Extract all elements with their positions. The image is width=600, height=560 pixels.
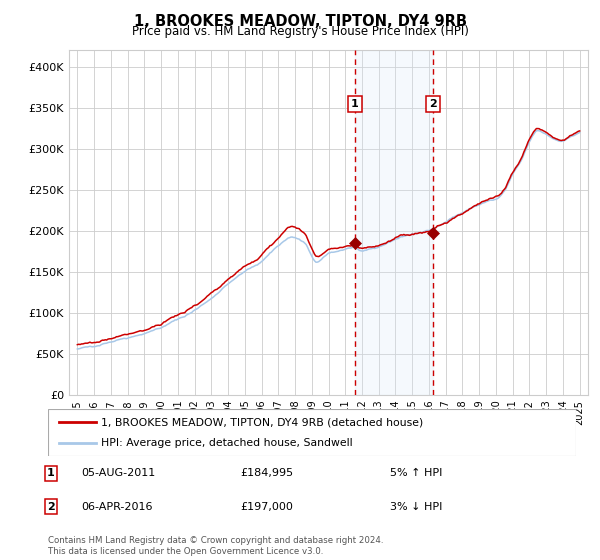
Text: 1: 1 — [351, 99, 359, 109]
Text: Price paid vs. HM Land Registry's House Price Index (HPI): Price paid vs. HM Land Registry's House … — [131, 25, 469, 38]
Bar — [355, 50, 433, 395]
Text: £197,000: £197,000 — [240, 502, 293, 512]
Text: 3% ↓ HPI: 3% ↓ HPI — [390, 502, 442, 512]
Text: 5% ↑ HPI: 5% ↑ HPI — [390, 468, 442, 478]
Text: 1, BROOKES MEADOW, TIPTON, DY4 9RB (detached house): 1, BROOKES MEADOW, TIPTON, DY4 9RB (deta… — [101, 417, 423, 427]
Text: 1: 1 — [47, 468, 55, 478]
Text: 06-APR-2016: 06-APR-2016 — [81, 502, 152, 512]
Text: Contains HM Land Registry data © Crown copyright and database right 2024.
This d: Contains HM Land Registry data © Crown c… — [48, 536, 383, 556]
Text: £184,995: £184,995 — [240, 468, 293, 478]
Text: 05-AUG-2011: 05-AUG-2011 — [81, 468, 155, 478]
Text: 2: 2 — [47, 502, 55, 512]
Text: HPI: Average price, detached house, Sandwell: HPI: Average price, detached house, Sand… — [101, 438, 352, 448]
Text: 2: 2 — [429, 99, 437, 109]
Text: 1, BROOKES MEADOW, TIPTON, DY4 9RB: 1, BROOKES MEADOW, TIPTON, DY4 9RB — [133, 14, 467, 29]
